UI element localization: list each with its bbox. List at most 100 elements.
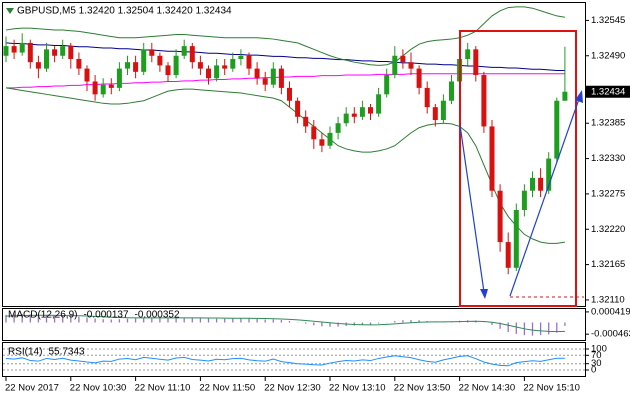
- candle-body: [400, 55, 406, 63]
- candle-body: [214, 65, 220, 79]
- candle-body: [489, 126, 495, 191]
- panel-value: -0.000352: [135, 310, 180, 321]
- candle-body: [19, 42, 25, 53]
- candle-body: [432, 107, 438, 121]
- rsi-panel-frame: [2, 342, 586, 377]
- panel-value: 55.7343: [48, 347, 85, 358]
- candle-body: [465, 49, 471, 59]
- arrow-down: [459, 124, 485, 293]
- candle-body: [416, 68, 422, 88]
- arrow-head: [575, 90, 583, 103]
- candle-body: [222, 65, 228, 69]
- candle-body: [449, 81, 454, 101]
- y-tick-label: 0.000419: [591, 306, 630, 317]
- candle-body: [108, 84, 114, 88]
- y-tick-label: 1.32385: [591, 118, 625, 129]
- candle-body: [125, 62, 130, 69]
- macd-panel-frame: [2, 308, 586, 341]
- candle-body: [84, 68, 90, 82]
- y-tick-label: 1.32110: [591, 294, 625, 305]
- candle-body: [197, 62, 203, 69]
- candle-body: [27, 42, 33, 63]
- candle-body: [270, 68, 276, 85]
- main-panel-frame: [2, 2, 586, 307]
- candle-body: [497, 190, 503, 243]
- plot-layer: 1.32545 1.32490 1.32385 1.32330 1.32275 1.322…: [3, 6, 630, 394]
- candle-body: [481, 75, 487, 127]
- candle-body: [311, 126, 317, 140]
- candle-body: [295, 100, 301, 117]
- candle-body: [173, 55, 179, 76]
- candle-body: [254, 68, 260, 79]
- candle-body: [246, 55, 252, 69]
- candle-body: [335, 123, 341, 133]
- candle-body: [44, 49, 49, 69]
- candle-body: [116, 68, 122, 88]
- candle-body: [278, 68, 284, 88]
- annotations: [6, 8, 584, 307]
- candle-body: [230, 58, 236, 69]
- candle-body: [505, 242, 511, 268]
- candle-body: [303, 116, 309, 127]
- y-tick-label: 70: [591, 350, 602, 361]
- y-tick-label: 1.32490: [591, 50, 625, 61]
- x-tick-label: 22 Nov 13:50: [394, 383, 451, 394]
- candle-body: [351, 113, 357, 117]
- x-tick-label: 22 Nov 14:30: [459, 383, 516, 394]
- price-tag: [585, 85, 630, 98]
- indicator-line: [5, 42, 565, 72]
- candle-body: [408, 62, 414, 69]
- candle-body: [392, 55, 398, 76]
- chart-title: GBPUSD,M5 1.32420 1.32504 1.32420 1.3243…: [17, 6, 232, 17]
- y-tick-label: 0: [591, 365, 596, 376]
- y-tick-label: 30: [591, 358, 602, 369]
- candle-body: [368, 107, 373, 114]
- y-tick-label: 1.32545: [591, 15, 625, 26]
- candle-body: [60, 46, 66, 56]
- candle-body: [181, 46, 187, 56]
- candle-body: [327, 132, 333, 146]
- rsi-line: [5, 355, 565, 367]
- arrow-up: [509, 98, 580, 297]
- x-tick-label: 22 Nov 11:10: [135, 383, 191, 394]
- y-tick-label: -0.000463: [591, 329, 630, 340]
- arrow-head: [480, 289, 488, 299]
- y-tick-label: 1.32330: [591, 153, 625, 164]
- candle-body: [262, 78, 268, 85]
- y-tick-label: 1.32220: [591, 224, 625, 235]
- candle-body: [3, 46, 9, 56]
- candle-body: [554, 100, 560, 159]
- x-tick-label: 22 Nov 15:10: [523, 383, 580, 394]
- y-tick-label: 1.32165: [591, 259, 625, 270]
- candle-body: [562, 91, 568, 101]
- x-tick-label: 22 Nov 11:50: [199, 383, 255, 394]
- indicator-line: [5, 6, 565, 66]
- candle-body: [359, 107, 365, 117]
- candle-body: [149, 49, 155, 56]
- candle-body: [35, 62, 41, 69]
- candle-body: [343, 113, 349, 124]
- candle-body: [424, 87, 430, 108]
- indicator-line: [5, 87, 565, 244]
- candle-body: [238, 55, 244, 59]
- signal-line: [5, 314, 565, 333]
- candle-body: [52, 49, 58, 56]
- candle-body: [473, 49, 479, 76]
- y-tick-label: 1.32275: [591, 188, 625, 199]
- candle-body: [189, 46, 195, 63]
- candle-body: [141, 49, 147, 72]
- candle-body: [521, 190, 527, 210]
- price-tag-label: 1.32434: [591, 86, 625, 97]
- indicator-line: [6, 73, 565, 89]
- candle-body: [287, 87, 292, 101]
- candle-body: [546, 158, 552, 191]
- candle-body: [319, 139, 325, 146]
- y-tick-label: 100: [591, 344, 607, 355]
- candle-body: [133, 62, 139, 72]
- symbol-icon: [6, 8, 14, 14]
- panel-title: MACD(12,26,9): [8, 310, 77, 321]
- candle-body: [530, 177, 535, 191]
- candle-body: [376, 94, 382, 114]
